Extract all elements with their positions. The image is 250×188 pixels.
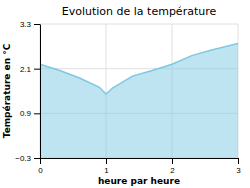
y-axis-tick-mark: [34, 24, 40, 25]
x-axis-tick-label: 1: [104, 166, 109, 175]
y-axis-label: Température en °C: [2, 43, 12, 138]
y-axis-tick-label: 2.1: [20, 65, 32, 74]
y-axis: −0.3 0.9 2.1 3.3: [15, 20, 40, 163]
x-axis-tick: 2: [170, 158, 175, 175]
x-axis-domain: [41, 158, 239, 159]
x-axis-tick: 3: [236, 158, 241, 175]
x-axis-tick-mark: [238, 158, 239, 164]
y-axis-tick-mark: [34, 69, 40, 70]
y-axis-tick-label: −0.3: [15, 154, 31, 163]
title: Evolution de la température: [62, 5, 217, 18]
y-axis-tick-label: 0.9: [20, 109, 32, 118]
x-axis-tick-mark: [106, 158, 107, 164]
plot-area: 0 1 2 3 −0.3 0.9 2.1 3.3: [15, 20, 241, 175]
x-axis-tick-label: 0: [38, 166, 43, 175]
y-axis-tick: 3.3: [20, 20, 40, 29]
marks: [40, 43, 238, 158]
x-axis-tick: 1: [104, 158, 109, 175]
y-axis-tick: 2.1: [20, 65, 40, 74]
y-axis-tick: 0.9: [20, 109, 40, 118]
grid-line-x: [40, 24, 41, 158]
grid-line-y: [40, 24, 238, 25]
y-axis-domain: [40, 25, 41, 159]
x-axis-label: heure par heure: [98, 176, 180, 186]
grid: [40, 24, 238, 158]
line: [40, 43, 238, 94]
x-axis-tick-mark: [172, 158, 173, 164]
x-axis: 0 1 2 3: [38, 158, 241, 175]
y-axis-tick-label: 3.3: [20, 20, 32, 29]
x-axis-tick-label: 3: [236, 166, 241, 175]
y-axis-tick: −0.3: [15, 154, 40, 163]
area: [40, 43, 238, 158]
y-axis-tick-mark: [34, 113, 40, 114]
x-axis-tick: 0: [38, 158, 43, 175]
y-axis-tick-mark: [34, 158, 40, 159]
chart: 0 1 2 3 −0.3 0.9 2.1 3.3 Evolution de la tempéra…: [0, 0, 250, 188]
x-axis-tick-label: 2: [170, 166, 175, 175]
x-axis-tick-mark: [40, 158, 41, 164]
